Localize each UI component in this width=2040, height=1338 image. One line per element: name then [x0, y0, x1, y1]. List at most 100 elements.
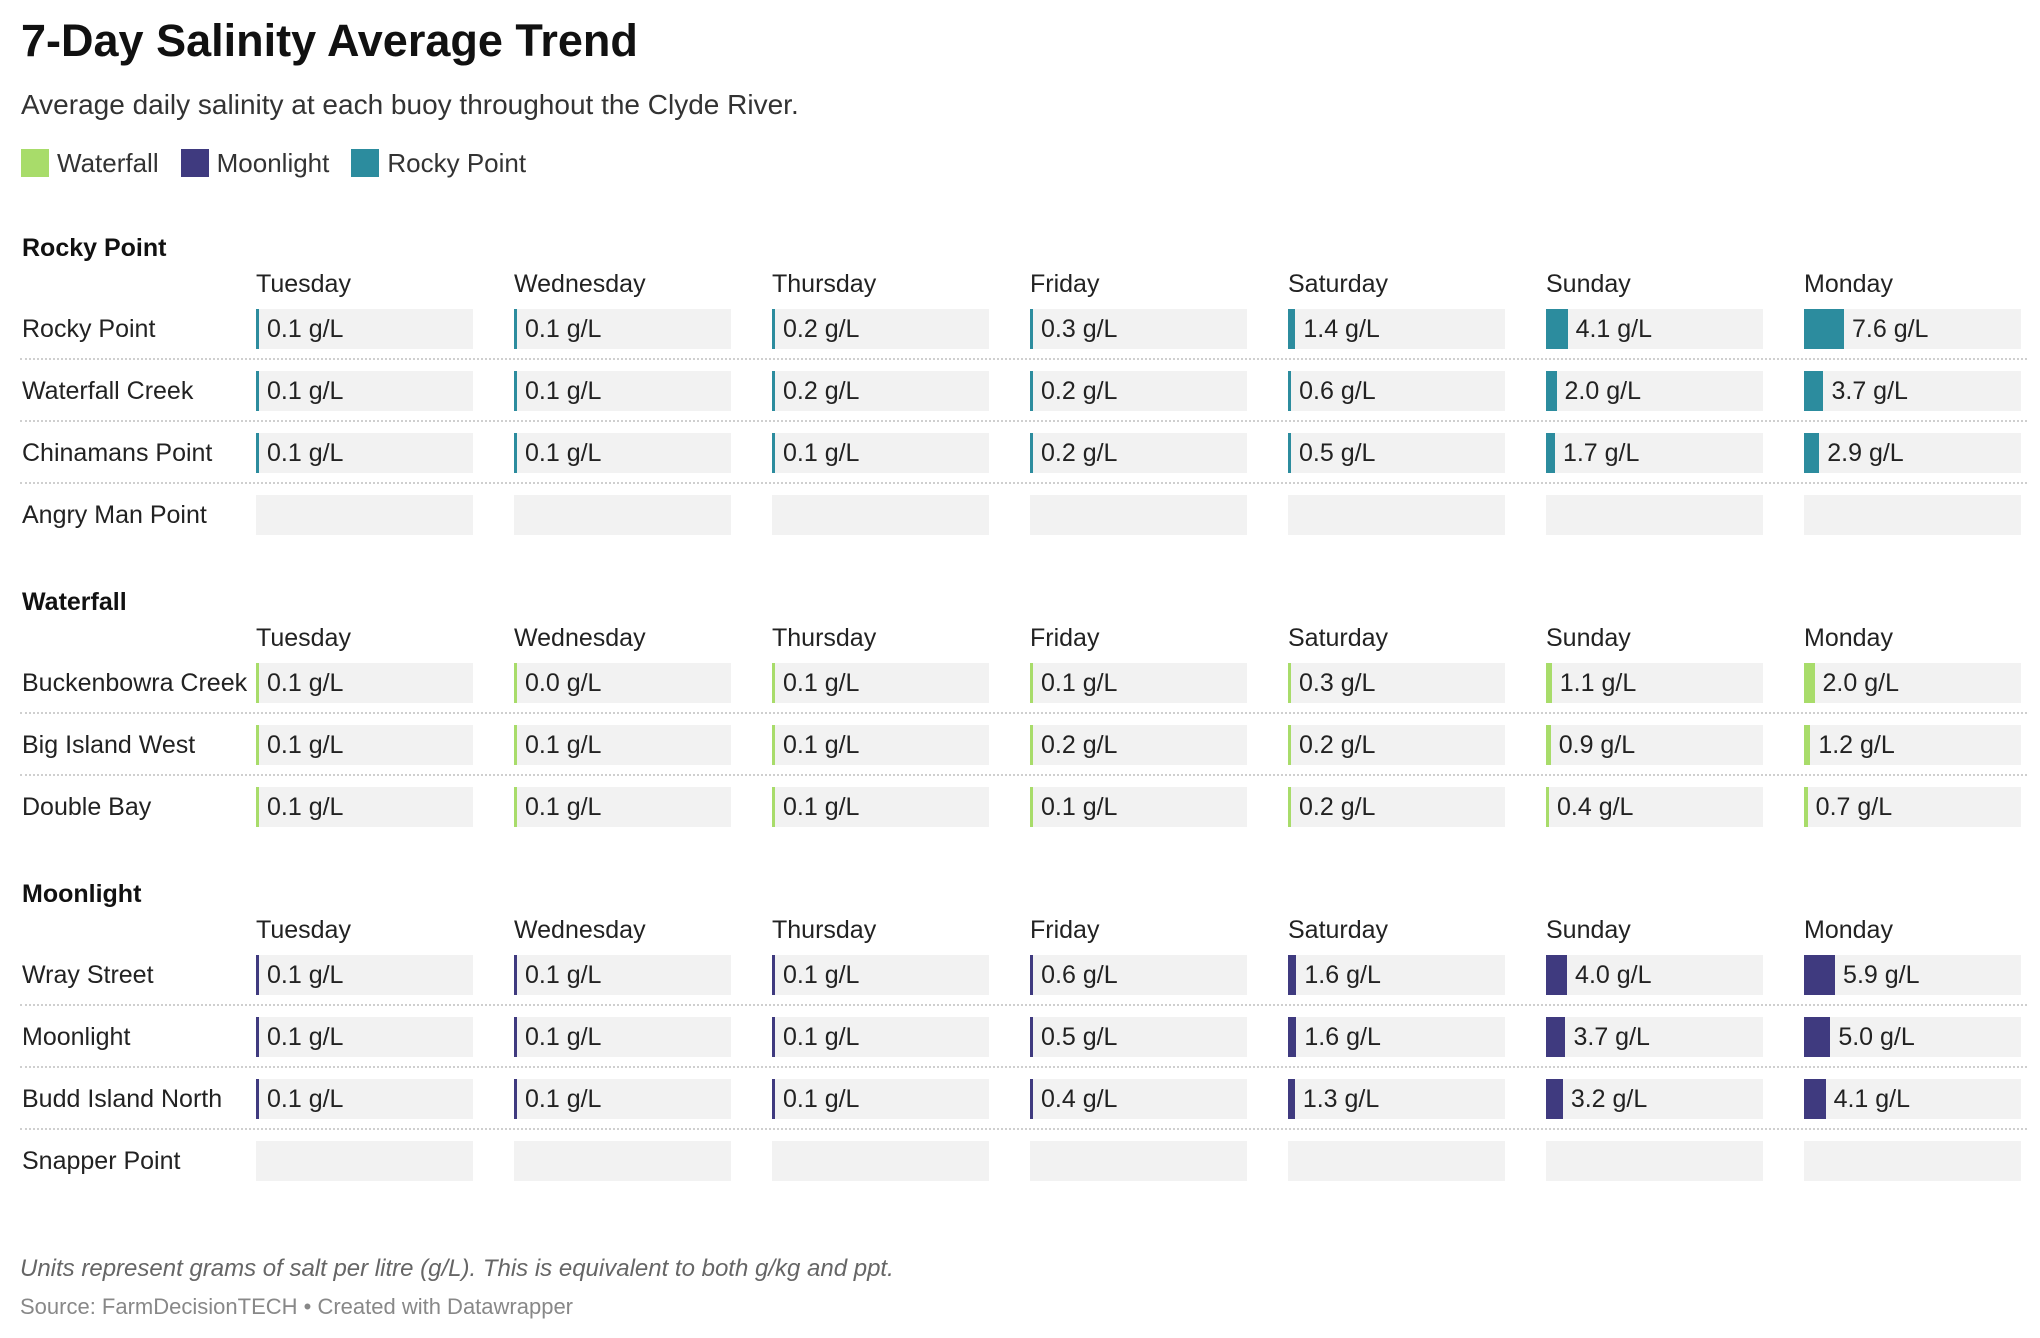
salinity-cell: 0.2 g/L [1030, 371, 1247, 411]
salinity-bar [1288, 663, 1291, 703]
salinity-bar [1804, 1017, 1831, 1057]
salinity-bar [514, 663, 517, 703]
salinity-cell [1546, 1141, 1763, 1181]
salinity-bar [256, 787, 259, 827]
row-separator [20, 774, 2027, 776]
salinity-cell [772, 1141, 989, 1181]
salinity-bar [1546, 663, 1552, 703]
salinity-bar [1288, 433, 1291, 473]
salinity-value: 0.2 g/L [1041, 377, 1118, 405]
chart-subtitle: Average daily salinity at each buoy thro… [21, 89, 799, 120]
salinity-value: 4.1 g/L [1575, 315, 1653, 343]
salinity-value: 1.6 g/L [1304, 961, 1381, 989]
salinity-cell: 3.7 g/L [1546, 1017, 1763, 1057]
salinity-value: 0.2 g/L [1041, 439, 1118, 467]
salinity-value: 0.1 g/L [267, 731, 344, 759]
salinity-value: 0.2 g/L [783, 315, 860, 343]
salinity-bar [1546, 1079, 1563, 1119]
salinity-cell: 0.7 g/L [1804, 787, 2021, 827]
salinity-value: 5.9 g/L [1843, 961, 1920, 989]
salinity-cell: 0.1 g/L [514, 1017, 731, 1057]
salinity-value: 0.5 g/L [1041, 1023, 1118, 1051]
salinity-cell: 0.2 g/L [1030, 433, 1247, 473]
legend-label-rocky-point: Rocky Point [387, 147, 527, 178]
salinity-cell: 0.1 g/L [772, 1079, 989, 1119]
day-header-sunday: Sunday [1546, 916, 1631, 944]
day-header-tuesday: Tuesday [256, 270, 351, 298]
salinity-cell: 0.1 g/L [514, 433, 731, 473]
buoy-name: Angry Man Point [22, 500, 207, 529]
salinity-cell: 0.4 g/L [1546, 787, 1763, 827]
salinity-cell: 0.1 g/L [1030, 787, 1247, 827]
salinity-value: 0.1 g/L [525, 1023, 602, 1051]
salinity-bar [1288, 1079, 1295, 1119]
salinity-value: 0.1 g/L [783, 961, 860, 989]
salinity-bar [514, 1017, 517, 1057]
salinity-cell: 0.9 g/L [1546, 725, 1763, 765]
day-header-saturday: Saturday [1288, 624, 1389, 652]
day-header-thursday: Thursday [772, 916, 877, 944]
salinity-bar [1804, 1079, 1826, 1119]
legend-item-waterfall: Waterfall [21, 148, 159, 179]
salinity-cell: 0.1 g/L [1030, 663, 1247, 703]
salinity-bar [256, 1079, 259, 1119]
salinity-value: 0.1 g/L [525, 731, 602, 759]
legend-label-moonlight: Moonlight [216, 147, 330, 178]
salinity-value: 0.3 g/L [1299, 669, 1376, 697]
salinity-value: 0.1 g/L [1041, 793, 1118, 821]
salinity-cell: 0.3 g/L [1030, 309, 1247, 349]
day-header-wednesday: Wednesday [514, 270, 646, 298]
buoy-name: Snapper Point [22, 1146, 181, 1175]
salinity-cell: 2.0 g/L [1546, 371, 1763, 411]
salinity-bar [1288, 371, 1292, 411]
salinity-bar [1030, 309, 1033, 349]
group-rocky-point: Rocky Point Tuesday Wednesday Thursday Frida… [0, 233, 2040, 546]
salinity-bar [772, 725, 775, 765]
buoy-name: Double Bay [22, 792, 152, 821]
legend-swatch-moonlight [180, 149, 209, 177]
salinity-value: 5.0 g/L [1838, 1023, 1915, 1051]
day-header-monday: Monday [1804, 270, 1893, 298]
salinity-value: 0.6 g/L [1299, 377, 1376, 405]
salinity-cell: 0.1 g/L [256, 663, 473, 703]
salinity-value: 2.0 g/L [1564, 377, 1641, 405]
row-separator [20, 712, 2027, 714]
salinity-cell: 1.6 g/L [1288, 955, 1505, 995]
table-row: Snapper Point [0, 1130, 2040, 1192]
salinity-value: 0.1 g/L [525, 793, 602, 821]
salinity-value: 0.4 g/L [1557, 793, 1634, 821]
salinity-cell [1804, 495, 2021, 535]
salinity-cell: 0.1 g/L [256, 787, 473, 827]
salinity-cell: 0.2 g/L [1288, 787, 1505, 827]
salinity-cell: 0.6 g/L [1030, 955, 1247, 995]
salinity-bar [514, 1079, 517, 1119]
salinity-bar [1546, 371, 1557, 411]
salinity-value: 0.2 g/L [1299, 793, 1376, 821]
day-header-tuesday: Tuesday [256, 624, 351, 652]
day-header-tuesday: Tuesday [256, 916, 351, 944]
salinity-value: 3.7 g/L [1831, 377, 1908, 405]
salinity-value: 0.1 g/L [267, 793, 344, 821]
salinity-cell [256, 1141, 473, 1181]
salinity-value: 1.7 g/L [1562, 439, 1640, 467]
salinity-value: 0.7 g/L [1815, 793, 1893, 821]
salinity-bar [1288, 787, 1291, 827]
salinity-cell: 0.1 g/L [256, 371, 473, 411]
salinity-value: 0.1 g/L [267, 961, 344, 989]
salinity-bar [1546, 1017, 1566, 1057]
salinity-bar [256, 309, 259, 349]
source-credit: Source: FarmDecisionTECH • Created with … [20, 1294, 574, 1319]
salinity-cell: 0.1 g/L [514, 787, 731, 827]
salinity-bar [1288, 1017, 1297, 1057]
salinity-bar [1030, 433, 1033, 473]
salinity-cell: 0.1 g/L [514, 955, 731, 995]
table-row: Angry Man Point [0, 484, 2040, 546]
salinity-cell: 0.2 g/L [1030, 725, 1247, 765]
day-header-thursday: Thursday [772, 624, 877, 652]
salinity-cell: 1.7 g/L [1546, 433, 1763, 473]
salinity-bar [1546, 955, 1568, 995]
salinity-bar [256, 1017, 259, 1057]
salinity-value: 0.2 g/L [1041, 731, 1118, 759]
salinity-value: 1.3 g/L [1302, 1085, 1380, 1113]
